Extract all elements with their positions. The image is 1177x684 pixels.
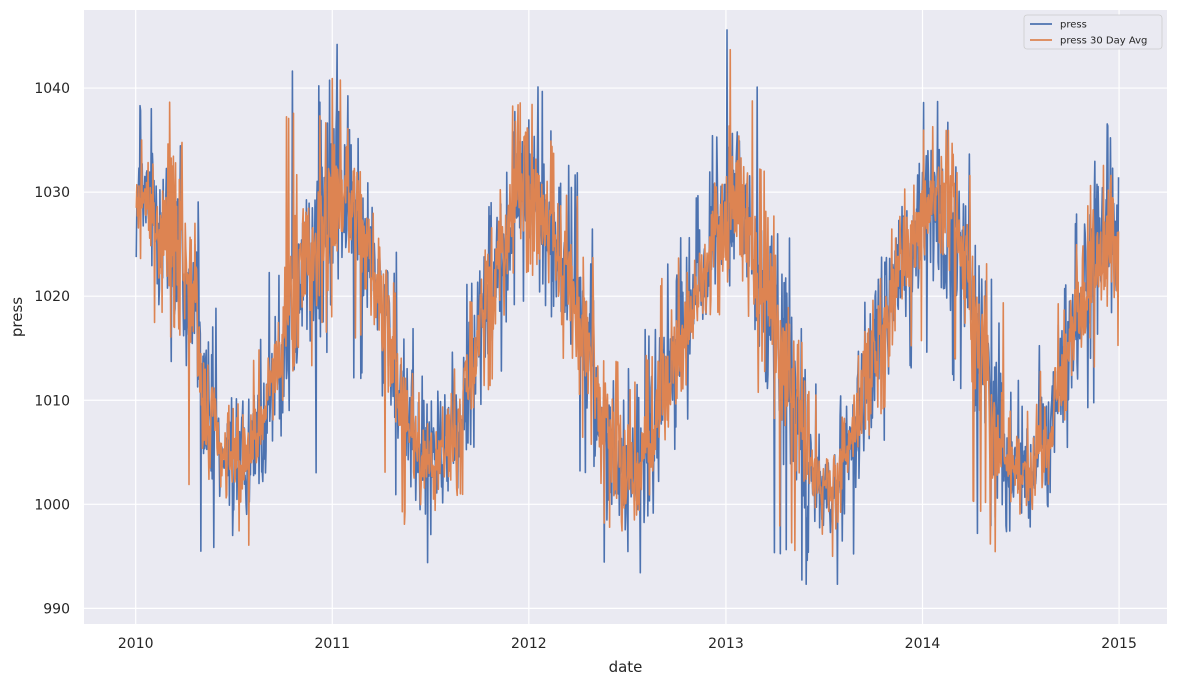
x-tick-label: 2010 bbox=[118, 636, 154, 652]
x-tick-label: 2015 bbox=[1101, 636, 1137, 652]
x-axis-label: date bbox=[609, 658, 643, 676]
y-tick-label: 1010 bbox=[34, 393, 70, 409]
series-layer bbox=[135, 29, 1120, 586]
x-tick-label: 2014 bbox=[905, 636, 941, 652]
legend: press press 30 Day Avg bbox=[1023, 14, 1163, 50]
y-tick-label: 1030 bbox=[34, 185, 70, 201]
y-tick-label: 990 bbox=[43, 601, 70, 617]
y-tick-label: 1020 bbox=[34, 289, 70, 305]
x-tick-label: 2012 bbox=[511, 636, 547, 652]
y-tick-label: 1040 bbox=[34, 81, 70, 97]
x-tick-label: 2011 bbox=[314, 636, 350, 652]
y-tick-label: 1000 bbox=[34, 497, 70, 513]
legend-box bbox=[1023, 14, 1163, 50]
legend-label-press: press bbox=[1060, 20, 1087, 31]
tick-labels: 2010 2011 2012 2013 2014 2015 990 1000 1010 1020 1… bbox=[34, 81, 1137, 652]
y-axis-label: press bbox=[8, 297, 26, 337]
plot-area bbox=[84, 10, 1167, 624]
legend-label-press-30-day-avg: press 30 Day Avg bbox=[1060, 36, 1147, 47]
x-tick-label: 2013 bbox=[708, 636, 744, 652]
series-line-press-30-day-avg bbox=[135, 48, 1120, 558]
